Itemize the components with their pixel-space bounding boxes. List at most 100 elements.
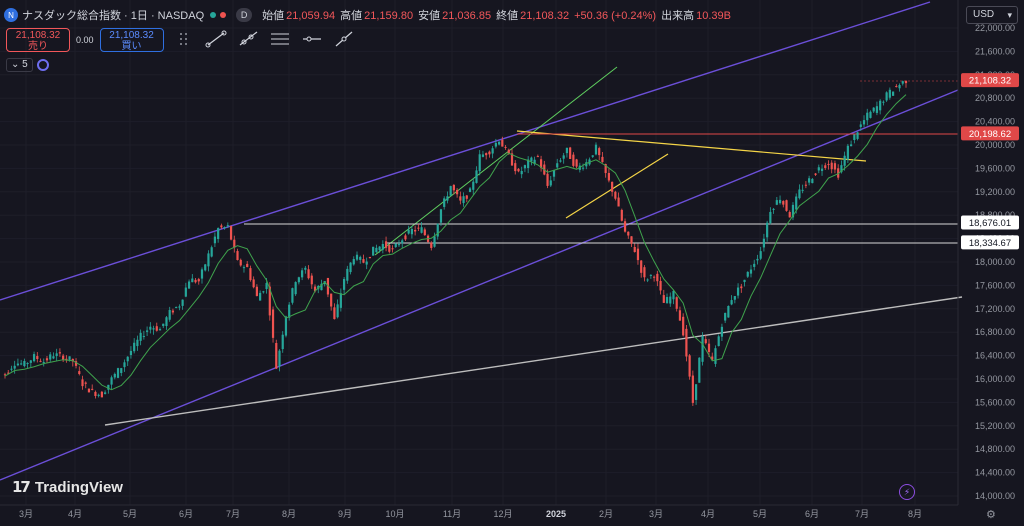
candle-body xyxy=(824,165,827,168)
symbol-title[interactable]: ナスダック総合指数 · 1日 · NASDAQ xyxy=(22,10,205,22)
candle-body xyxy=(275,342,278,369)
candle-body xyxy=(675,297,678,309)
candle-body xyxy=(378,246,381,251)
candle-body xyxy=(491,148,494,154)
candle-body xyxy=(494,142,497,147)
candle-body xyxy=(701,336,704,362)
candle-body xyxy=(126,356,129,362)
extended-line-tool-icon[interactable] xyxy=(330,28,358,50)
candle-body xyxy=(58,352,61,354)
candle-body xyxy=(233,239,236,248)
candle-body xyxy=(598,148,601,156)
candle-body xyxy=(449,186,452,196)
ray-tool-icon[interactable] xyxy=(234,28,262,50)
price-axis[interactable]: 22,000.0021,600.0021,200.0020,800.0020,4… xyxy=(975,23,1015,501)
time-tick-label: 5月 xyxy=(123,509,137,519)
candle-body xyxy=(481,154,485,157)
price-tick-label: 14,000.00 xyxy=(975,491,1015,501)
candle-body xyxy=(462,196,465,204)
time-tick-label: 5月 xyxy=(753,509,767,519)
price-tick-label: 18,800.00 xyxy=(975,210,1015,220)
candle-body xyxy=(756,258,759,261)
candle-body xyxy=(45,358,49,361)
candle-body xyxy=(762,238,766,248)
candle-body xyxy=(110,377,113,385)
candle-body xyxy=(375,247,378,253)
candle-body xyxy=(168,310,171,320)
candle-body xyxy=(16,363,20,366)
candle-body xyxy=(200,269,204,279)
candle-body xyxy=(78,371,81,375)
tradingview-logo: 𝟭𝟳 TradingView xyxy=(12,478,123,497)
candle-body xyxy=(517,168,520,172)
horizontal-line-tool-icon[interactable] xyxy=(298,28,326,50)
lightning-icon[interactable]: ⚡ xyxy=(899,484,915,500)
candle-body xyxy=(184,287,187,297)
candle-body xyxy=(175,306,178,308)
candle-body xyxy=(336,304,339,318)
candle-body xyxy=(497,141,501,145)
drawing-toolbar xyxy=(170,28,358,50)
candle-body xyxy=(165,317,168,327)
candle-body xyxy=(514,163,517,172)
candle-body xyxy=(627,231,630,236)
candle-body xyxy=(785,200,788,211)
candle-body xyxy=(116,368,120,378)
buy-button[interactable]: 21,108.32 買い xyxy=(99,28,164,52)
candle-body xyxy=(333,307,336,320)
candle-body xyxy=(730,300,733,305)
candle-body xyxy=(814,173,817,175)
price-tick-label: 20,400.00 xyxy=(975,117,1015,127)
candle-body xyxy=(49,354,52,360)
data-badge[interactable]: D xyxy=(236,8,253,22)
candle-body xyxy=(342,278,346,290)
candle-body xyxy=(669,296,672,304)
tradingview-brand: TradingView xyxy=(34,478,123,496)
candle-body xyxy=(401,240,404,244)
sell-button[interactable]: 21,108.32 売り xyxy=(6,28,70,52)
time-tick-label: 11月 xyxy=(443,509,461,519)
price-tick-label: 14,400.00 xyxy=(975,468,1015,478)
upper-channel-line xyxy=(0,1,931,301)
candle-body xyxy=(843,155,846,166)
price-tick-label: 19,200.00 xyxy=(975,187,1015,197)
time-axis[interactable]: 3月 4月 5月 6月 7月 8月 9月 10月 11月 12月 2025 2月 3月 4月 5月 6月 7月 8… xyxy=(19,509,922,519)
currency-select[interactable]: USD xyxy=(966,6,1018,24)
trade-panel: 21,108.32 売り 0.00 21,108.32 買い xyxy=(6,28,164,52)
candle-body xyxy=(13,365,16,369)
candle-body xyxy=(895,86,898,88)
candle-body xyxy=(404,235,407,240)
candle-body xyxy=(207,253,210,267)
candle-body xyxy=(297,277,300,283)
candle-body xyxy=(472,181,475,190)
price-tick-label: 21,600.00 xyxy=(975,46,1015,56)
candle-body xyxy=(120,368,123,374)
candle-body xyxy=(733,296,736,300)
indicator-settings-icon[interactable] xyxy=(36,59,49,71)
drag-handle-icon[interactable] xyxy=(170,28,198,50)
candle-body xyxy=(84,382,87,384)
time-tick-label: 7月 xyxy=(855,509,869,519)
candle-body xyxy=(882,101,885,103)
candle-body xyxy=(388,244,391,252)
candle-body xyxy=(113,373,116,378)
candle-body xyxy=(68,356,71,360)
candle-body xyxy=(724,312,727,321)
candle-body xyxy=(840,165,843,173)
candle-body xyxy=(187,281,191,289)
sell-price: 21,108.32 xyxy=(15,30,61,41)
candle-body xyxy=(827,163,830,165)
parallel-channel-tool-icon[interactable] xyxy=(266,28,294,50)
gear-icon[interactable]: ⚙ xyxy=(986,509,996,521)
indicator-count-toggle[interactable]: ⌄ 5 xyxy=(6,58,33,72)
candle-body xyxy=(520,170,523,175)
candle-body xyxy=(510,153,514,166)
trendline-tool-icon[interactable] xyxy=(202,28,230,50)
yellow-resistance-line xyxy=(516,130,867,162)
candle-body xyxy=(65,358,68,360)
candle-body xyxy=(585,162,588,167)
candle-body xyxy=(636,248,640,261)
candle-body xyxy=(850,144,853,147)
candle-body xyxy=(633,246,636,252)
